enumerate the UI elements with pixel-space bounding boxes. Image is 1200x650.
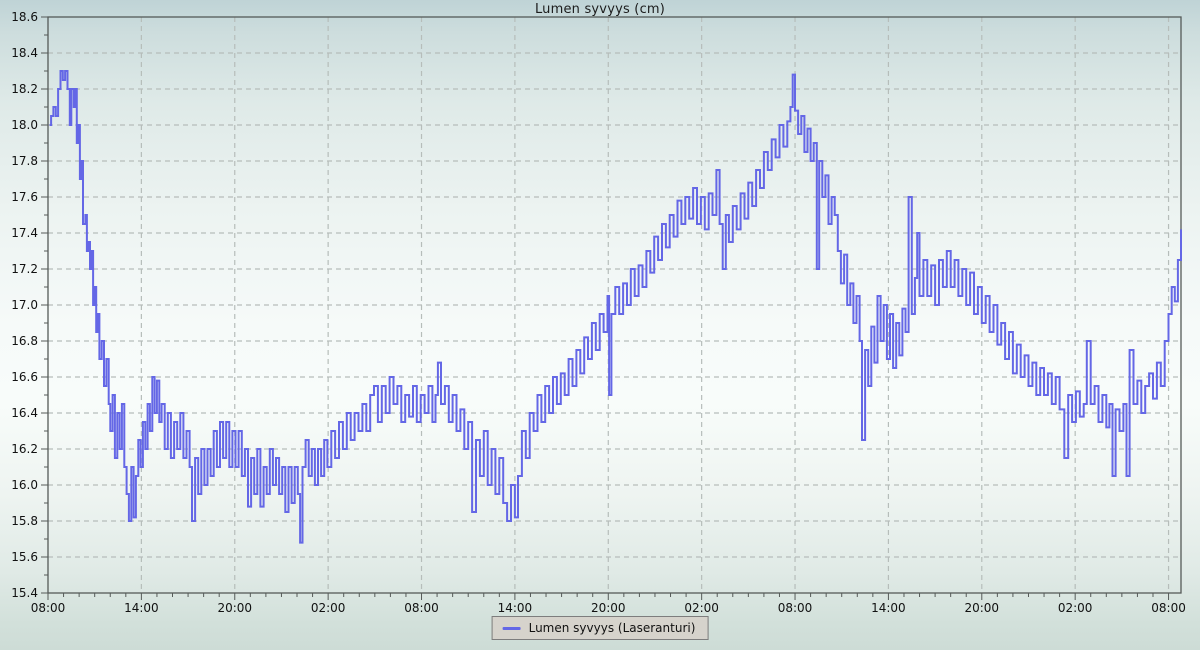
x-tick-label: 02:00 — [311, 601, 346, 615]
legend: Lumen syvyys (Laseranturi) — [491, 616, 709, 640]
y-tick-label: 17.4 — [11, 226, 38, 240]
x-tick-label: 08:00 — [404, 601, 439, 615]
x-tick-label: 20:00 — [964, 601, 999, 615]
y-tick-label: 18.4 — [11, 46, 38, 60]
y-tick-label: 18.2 — [11, 82, 38, 96]
legend-line-icon — [502, 626, 521, 630]
x-tick-label: 20:00 — [591, 601, 626, 615]
y-tick-label: 16.4 — [11, 406, 38, 420]
y-tick-label: 16.8 — [11, 334, 38, 348]
chart-title: Lumen syvyys (cm) — [534, 2, 666, 17]
y-tick-label: 15.8 — [11, 514, 38, 528]
y-tick-label: 17.0 — [11, 298, 38, 312]
x-tick-label: 14:00 — [871, 601, 906, 615]
x-tick-label: 08:00 — [31, 601, 66, 615]
x-tick-label: 08:00 — [1151, 601, 1186, 615]
y-tick-label: 16.6 — [11, 370, 38, 384]
y-tick-label: 17.2 — [11, 262, 38, 276]
x-tick-label: 14:00 — [498, 601, 533, 615]
y-tick-label: 18.0 — [11, 118, 38, 132]
legend-label: Lumen syvyys (Laseranturi) — [528, 621, 696, 635]
series-line — [49, 70, 1182, 544]
y-tick-label: 15.6 — [11, 550, 38, 564]
x-tick-label: 02:00 — [1058, 601, 1093, 615]
x-tick-label: 20:00 — [217, 601, 252, 615]
y-tick-label: 16.2 — [11, 442, 38, 456]
y-tick-label: 15.4 — [11, 586, 38, 600]
x-tick-label: 02:00 — [684, 601, 719, 615]
x-tick-label: 08:00 — [778, 601, 813, 615]
y-tick-label: 17.6 — [11, 190, 38, 204]
y-tick-label: 18.6 — [11, 10, 38, 24]
x-tick-label: 14:00 — [124, 601, 159, 615]
y-tick-label: 16.0 — [11, 478, 38, 492]
y-tick-label: 17.8 — [11, 154, 38, 168]
plot-border — [47, 16, 1182, 594]
